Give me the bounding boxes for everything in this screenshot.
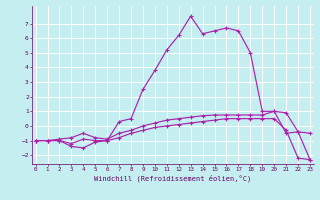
X-axis label: Windchill (Refroidissement éolien,°C): Windchill (Refroidissement éolien,°C) <box>94 174 252 182</box>
